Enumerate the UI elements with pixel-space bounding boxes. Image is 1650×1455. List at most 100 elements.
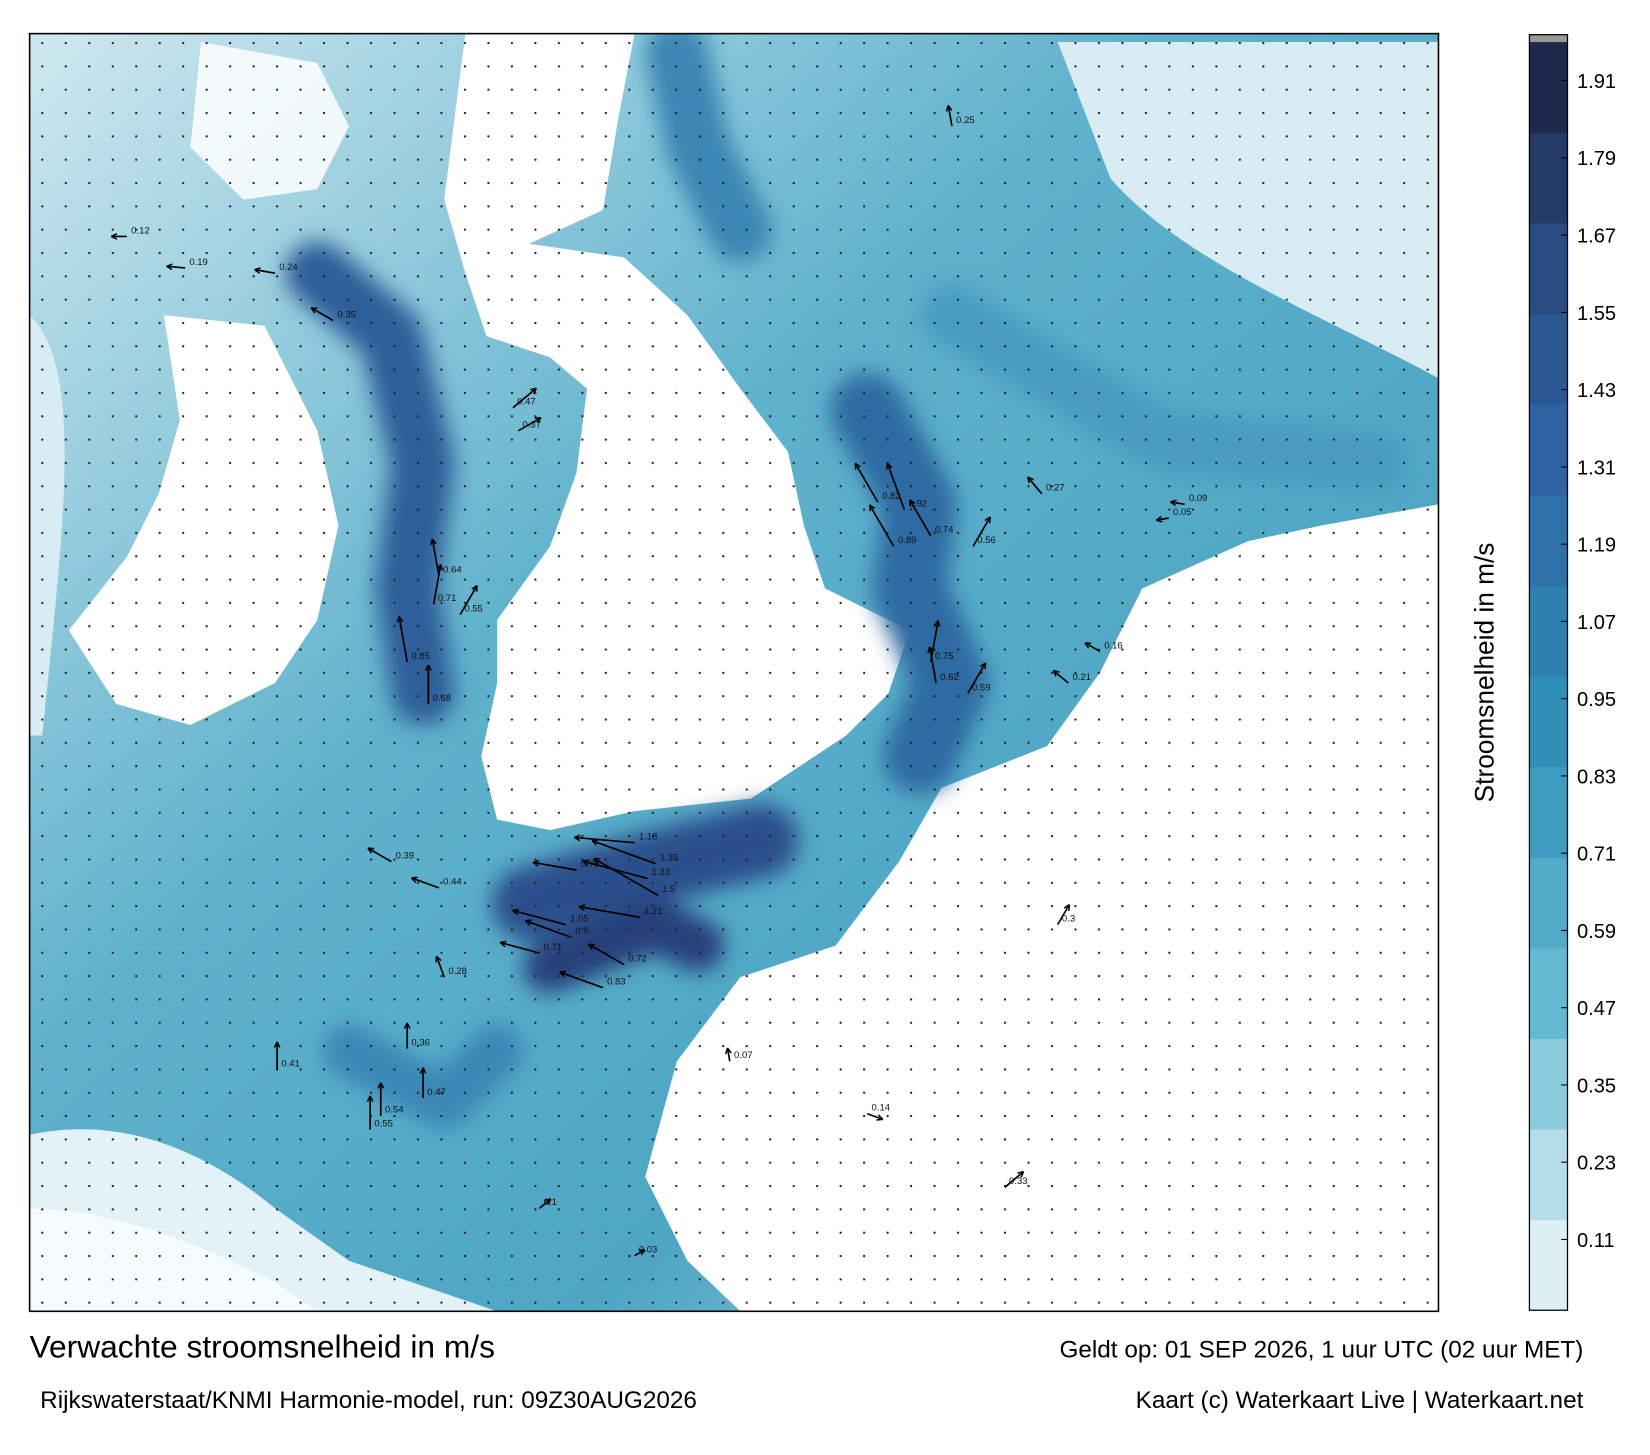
colorbar-tick-label: 0.47 — [1577, 998, 1616, 1020]
current-arrow — [431, 538, 440, 576]
colorbar: 0.11 0.23 0.35 0.47 0.59 0.71 0.83 0.95 1.07 1.19… — [1528, 34, 1616, 1311]
colorbar-tick-label: 1.31 — [1577, 457, 1616, 479]
current-arrow — [1004, 1171, 1025, 1188]
current-arrow-head — [582, 859, 590, 866]
current-arrow — [532, 861, 577, 871]
colorbar-band — [1529, 313, 1568, 405]
current-arrow-head — [499, 940, 507, 948]
current-arrow — [909, 499, 932, 537]
current-arrow — [525, 919, 572, 939]
current-arrow-head — [524, 919, 532, 926]
current-arrow-head — [377, 1082, 385, 1089]
colorbar-tick-label: 0.59 — [1577, 921, 1616, 943]
current-arrow-head — [933, 620, 941, 627]
colorbar-tick-label: 0.35 — [1577, 1075, 1616, 1097]
colorbar-tick-label: 0.95 — [1577, 689, 1616, 711]
speed-label: 0.47 — [517, 397, 535, 408]
speed-label: 0.71 — [438, 593, 456, 604]
speed-label: 0.05 — [1173, 507, 1191, 518]
current-arrow — [967, 662, 987, 694]
current-arrow-head — [419, 1067, 427, 1074]
speed-label: 0.35 — [337, 309, 355, 320]
current-arrow-head — [424, 664, 432, 671]
current-arrow-head — [273, 1041, 281, 1048]
speed-label: 0.62 — [940, 672, 958, 683]
speed-label: 0.9 — [575, 926, 588, 937]
current-arrow-head — [410, 876, 418, 883]
credit: Kaart (c) Waterkaart Live | Waterkaart.n… — [1136, 1387, 1584, 1414]
current-arrow — [559, 971, 604, 989]
current-arrow — [166, 265, 186, 269]
speed-label: 1.05 — [570, 914, 588, 925]
valid-time: Geldt op: 01 SEP 2026, 1 uur UTC (02 uur… — [1059, 1337, 1583, 1364]
current-arrow-head — [1052, 669, 1060, 677]
current-arrow — [928, 646, 937, 684]
current-arrow — [947, 105, 953, 127]
current-arrow — [517, 417, 542, 432]
colorbar-tick-label: 0.71 — [1577, 844, 1616, 866]
current-arrow — [867, 1112, 884, 1121]
current-arrow-head — [638, 1248, 646, 1256]
map: 0.85 0.68 0.71 0.64 0.55 0.47 0.37 0.92 0.89 0.74… — [29, 33, 1439, 1312]
current-arrow-head — [166, 263, 173, 271]
colorbar-tick-label: 1.19 — [1577, 535, 1616, 557]
colorbar-band — [1529, 947, 1568, 1040]
current-arrow-head — [559, 970, 567, 978]
colorbar-band — [1529, 42, 1568, 134]
colorbar-band — [1529, 766, 1568, 858]
current-arrow-head — [1017, 1170, 1025, 1178]
current-arrow — [398, 616, 409, 663]
speed-label: 0.56 — [977, 535, 995, 546]
current-arrow — [1052, 669, 1069, 684]
current-arrow — [435, 955, 446, 978]
current-arrow — [459, 585, 478, 616]
speed-label: 0.92 — [909, 498, 927, 509]
current-arrow — [588, 943, 625, 966]
current-arrow-head — [573, 834, 581, 842]
speed-label: 0.68 — [433, 693, 451, 704]
colorbar-tick-label: 0.23 — [1577, 1153, 1616, 1175]
speed-label: 0.21 — [1073, 672, 1091, 683]
current-arrow-head — [310, 307, 318, 314]
speed-label: 0.36 — [411, 1037, 429, 1048]
speed-label: 0.47 — [427, 1087, 445, 1098]
current-arrow-head — [593, 857, 601, 865]
current-arrow — [593, 857, 659, 896]
speed-label: 0.83 — [607, 977, 625, 988]
speed-label: 0.59 — [972, 682, 990, 693]
speed-label: 0.12 — [131, 225, 149, 236]
speed-label: 0.24 — [279, 262, 297, 273]
speed-vectors: 0.85 0.68 0.71 0.64 0.55 0.47 0.37 0.92 0.89 0.74… — [110, 104, 1207, 1257]
speed-label: 0.39 — [396, 850, 414, 861]
current-arrow — [432, 564, 442, 605]
current-arrow-head — [725, 1047, 732, 1055]
speed-label: 0.55 — [374, 1118, 392, 1129]
colorbar-tick-label: 1.91 — [1577, 71, 1616, 93]
colorbar-frame — [1528, 34, 1569, 1311]
speed-label: 0.07 — [734, 1050, 752, 1061]
current-arrow — [499, 941, 540, 954]
colorbar-tick-label: 1.67 — [1577, 226, 1616, 248]
current-arrow-head — [1084, 642, 1092, 649]
current-arrow — [1056, 904, 1071, 926]
speed-label: 1.5 — [662, 884, 675, 895]
speed-label: 0.79 — [581, 859, 599, 870]
colorbar-band — [1529, 1219, 1568, 1311]
colorbar-band — [1529, 676, 1568, 768]
title: Verwachte stroomsnelheid in m/s — [30, 1329, 495, 1365]
current-arrow-head — [1155, 515, 1163, 523]
speed-label: 0.03 — [639, 1244, 657, 1255]
current-arrow-head — [1170, 499, 1177, 507]
colorbar-label: Stroomsnelheid in m/s — [1469, 543, 1499, 803]
colorbar-band — [1529, 1038, 1568, 1130]
speed-label: 0.85 — [411, 651, 429, 662]
colorbar-tick-label: 0.11 — [1577, 1230, 1615, 1252]
current-arrow — [512, 387, 537, 409]
speed-label: 0.14 — [872, 1103, 890, 1114]
current-arrow-head — [512, 908, 520, 916]
speed-label: 0.41 — [281, 1059, 299, 1070]
speed-label: 0.82 — [882, 491, 900, 502]
speed-label: 0.75 — [935, 651, 953, 662]
speed-label: 0.16 — [1104, 640, 1122, 651]
